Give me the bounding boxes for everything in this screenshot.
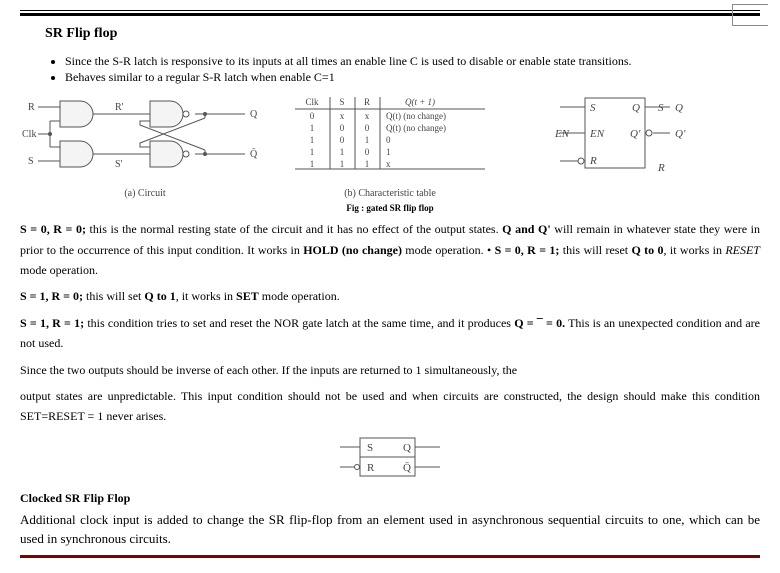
rule-thick bbox=[20, 13, 760, 16]
figure-label: Fig : gated SR flip flop bbox=[20, 203, 760, 213]
svg-text:0: 0 bbox=[340, 123, 345, 133]
svg-text:1: 1 bbox=[386, 147, 391, 157]
svg-text:S: S bbox=[658, 102, 664, 114]
label-clk: Clk bbox=[22, 129, 36, 140]
sr-symbol: S R Q Q̄ bbox=[325, 433, 455, 483]
svg-text:1: 1 bbox=[340, 159, 345, 169]
bullet-item: Since the S-R latch is responsive to its… bbox=[65, 54, 760, 70]
svg-text:R: R bbox=[657, 162, 665, 174]
svg-text:x: x bbox=[386, 159, 391, 169]
svg-text:1: 1 bbox=[310, 123, 315, 133]
svg-text:0: 0 bbox=[310, 111, 315, 121]
paragraph-4: Since the two outputs should be inverse … bbox=[20, 360, 760, 380]
label-s: S bbox=[28, 156, 34, 167]
svg-text:S: S bbox=[590, 102, 596, 114]
svg-text:Q: Q bbox=[675, 102, 683, 114]
paragraph-3: S = 1, R = 1; this condition tries to se… bbox=[20, 313, 760, 354]
truth-table-figure: Clk S R Q(t + 1) 0 x x 1 0 0 1 0 1 1 1 0 1 1 1 Q(t… bbox=[290, 93, 490, 199]
section-title: SR Flip flop bbox=[20, 26, 760, 42]
clocked-paragraph: Additional clock input is added to chang… bbox=[20, 510, 760, 549]
bottom-rule bbox=[20, 555, 760, 558]
svg-text:Q(t) (no change): Q(t) (no change) bbox=[386, 123, 446, 133]
bullet-list: Since the S-R latch is responsive to its… bbox=[20, 54, 760, 85]
label-rp: R' bbox=[115, 102, 124, 113]
label-qbar: Q̄ bbox=[250, 148, 258, 160]
paragraph-2: S = 1, R = 0; this will set Q to 1, it w… bbox=[20, 286, 760, 306]
svg-text:Q(t) (no change): Q(t) (no change) bbox=[386, 111, 446, 121]
paragraph-1: S = 0, R = 0; this is the normal resting… bbox=[20, 219, 760, 280]
svg-text:1: 1 bbox=[310, 159, 315, 169]
svg-text:R: R bbox=[367, 462, 375, 474]
svg-text:x: x bbox=[365, 111, 370, 121]
rule-thin bbox=[20, 10, 760, 11]
svg-text:Q': Q' bbox=[630, 128, 641, 140]
svg-text:1: 1 bbox=[365, 135, 370, 145]
svg-text:0: 0 bbox=[340, 135, 345, 145]
label-r: R bbox=[28, 102, 35, 113]
svg-text:x: x bbox=[340, 111, 345, 121]
figure-row: R Clk S R' S' Q Q̄ (a) Circuit bbox=[20, 93, 760, 199]
page-number-box bbox=[732, 4, 768, 26]
svg-text:EN: EN bbox=[554, 128, 570, 140]
svg-text:Q(t + 1): Q(t + 1) bbox=[405, 97, 435, 107]
svg-text:Q: Q bbox=[632, 102, 640, 114]
svg-text:EN: EN bbox=[589, 128, 605, 140]
svg-text:1: 1 bbox=[365, 159, 370, 169]
svg-text:Clk: Clk bbox=[305, 97, 319, 107]
bullet-item: Behaves similar to a regular S-R latch w… bbox=[65, 70, 760, 86]
svg-text:Q̄: Q̄ bbox=[403, 462, 411, 474]
svg-text:Q: Q bbox=[403, 442, 411, 454]
svg-text:S: S bbox=[367, 442, 373, 454]
label-q: Q bbox=[250, 109, 258, 120]
svg-text:0: 0 bbox=[386, 135, 391, 145]
label-sp: S' bbox=[115, 159, 123, 170]
svg-text:0: 0 bbox=[365, 147, 370, 157]
svg-text:R: R bbox=[364, 97, 370, 107]
svg-text:S: S bbox=[339, 97, 344, 107]
svg-text:1: 1 bbox=[340, 147, 345, 157]
subheading-clocked: Clocked SR Flip Flop bbox=[20, 491, 760, 506]
truth-caption: (b) Characteristic table bbox=[290, 188, 490, 199]
svg-text:0: 0 bbox=[365, 123, 370, 133]
svg-text:1: 1 bbox=[310, 135, 315, 145]
svg-text:Q': Q' bbox=[675, 128, 686, 140]
circuit-figure: R Clk S R' S' Q Q̄ (a) Circuit bbox=[20, 93, 270, 199]
block-figure: S EN R Q Q' S EN R Q Q' bbox=[550, 93, 690, 188]
svg-text:1: 1 bbox=[310, 147, 315, 157]
paragraph-5: output states are unpredictable. This in… bbox=[20, 386, 760, 427]
circuit-caption: (a) Circuit bbox=[20, 188, 270, 199]
svg-text:R: R bbox=[589, 155, 597, 167]
